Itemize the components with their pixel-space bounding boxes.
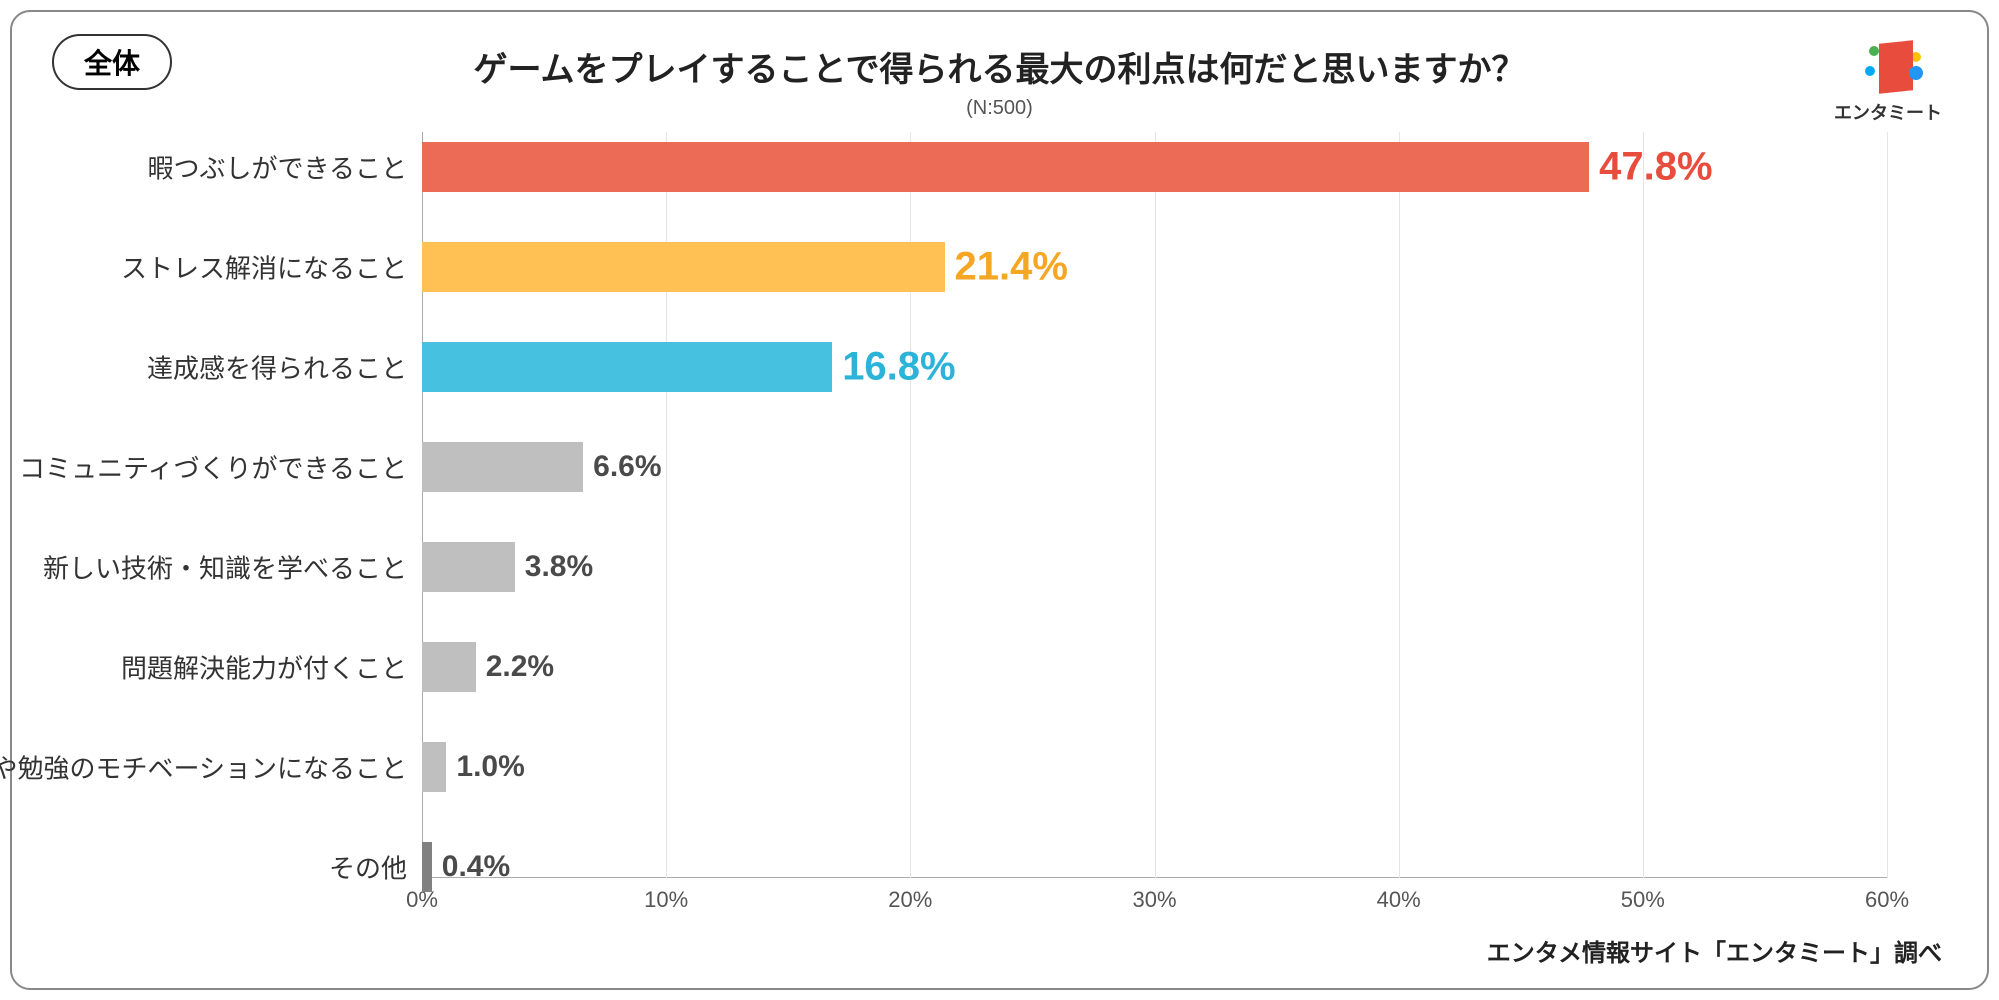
bar: 0.4% bbox=[422, 842, 432, 892]
source-footer: エンタメ情報サイト「エンタミート」調べ bbox=[1487, 933, 1942, 968]
scope-badge: 全体 bbox=[52, 34, 172, 90]
bar-row: 暇つぶしができること47.8% bbox=[422, 142, 1887, 192]
bar: 16.8% bbox=[422, 342, 832, 392]
bar: 3.8% bbox=[422, 542, 515, 592]
chart-subtitle: (N:500) bbox=[52, 97, 1947, 120]
bar-label: その他 bbox=[329, 849, 407, 886]
bar-row: 達成感を得られること16.8% bbox=[422, 342, 1887, 392]
bar-value: 3.8% bbox=[525, 550, 593, 584]
bar-label: 暇つぶしができること bbox=[148, 149, 407, 186]
bar: 1.0% bbox=[422, 742, 446, 792]
bar-row: 問題解決能力が付くこと2.2% bbox=[422, 642, 1887, 692]
brand-logo-icon bbox=[1861, 42, 1916, 97]
bar-label: 達成感を得られること bbox=[147, 349, 407, 386]
brand-logo: エンタミート bbox=[1834, 42, 1942, 125]
bar: 47.8% bbox=[422, 142, 1589, 192]
bar-value: 6.6% bbox=[593, 450, 661, 484]
bar: 6.6% bbox=[422, 442, 583, 492]
bar-value: 47.8% bbox=[1599, 145, 1712, 190]
bar: 2.2% bbox=[422, 642, 476, 692]
bar-label: 仕事や勉強のモチベーションになること bbox=[0, 749, 407, 786]
bar-value: 1.0% bbox=[456, 750, 524, 784]
chart-frame: 全体 ゲームをプレイすることで得られる最大の利点は何だと思いますか？ (N:50… bbox=[10, 10, 1989, 990]
title-area: ゲームをプレイすることで得られる最大の利点は何だと思いますか？ (N:500) bbox=[52, 42, 1947, 120]
bar-chart: 0%10%20%30%40%50%60%暇つぶしができること47.8%ストレス解… bbox=[52, 132, 1947, 918]
bar-value: 21.4% bbox=[955, 245, 1068, 290]
bar-row: コミュニティづくりができること6.6% bbox=[422, 442, 1887, 492]
bar-value: 2.2% bbox=[486, 650, 554, 684]
bar-row: その他0.4% bbox=[422, 842, 1887, 892]
chart-title: ゲームをプレイすることで得られる最大の利点は何だと思いますか？ bbox=[52, 42, 1947, 91]
bar: 21.4% bbox=[422, 242, 945, 292]
bar-row: 新しい技術・知識を学べること3.8% bbox=[422, 542, 1887, 592]
bar-label: 問題解決能力が付くこと bbox=[121, 649, 407, 686]
bar-value: 0.4% bbox=[442, 850, 510, 884]
bar-label: ストレス解消になること bbox=[121, 249, 407, 286]
bar-row: ストレス解消になること21.4% bbox=[422, 242, 1887, 292]
plot-area: 0%10%20%30%40%50%60%暇つぶしができること47.8%ストレス解… bbox=[422, 132, 1887, 878]
bar-label: 新しい技術・知識を学べること bbox=[43, 549, 407, 586]
bar-row: 仕事や勉強のモチベーションになること1.0% bbox=[422, 742, 1887, 792]
bar-label: コミュニティづくりができること bbox=[19, 449, 407, 486]
bar-value: 16.8% bbox=[842, 345, 955, 390]
brand-logo-text: エンタミート bbox=[1834, 99, 1942, 125]
grid-line bbox=[1887, 132, 1888, 878]
